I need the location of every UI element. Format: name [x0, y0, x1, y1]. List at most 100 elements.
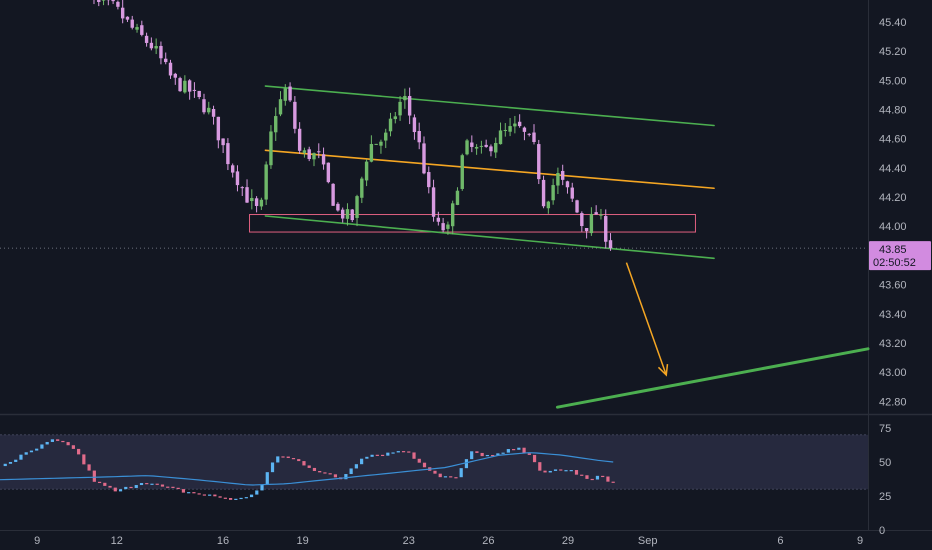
candle	[264, 161, 268, 205]
candle	[326, 162, 331, 184]
candle-body	[608, 240, 613, 249]
oscillator-bar	[323, 472, 327, 474]
candle	[379, 139, 383, 154]
candle-body	[446, 224, 450, 229]
candle	[532, 124, 536, 145]
price-badge-box	[869, 241, 931, 271]
candle	[317, 143, 321, 159]
candle-body	[345, 209, 350, 219]
candle-body	[269, 131, 273, 166]
candle	[97, 0, 101, 7]
candle	[240, 186, 244, 197]
oscillator-bar	[511, 449, 516, 451]
oscillator-bar	[475, 451, 479, 453]
upper-channel-line[interactable]	[264, 85, 715, 127]
oscillator-bar	[386, 452, 390, 456]
oscillator-bar	[464, 459, 469, 469]
candle-body	[479, 145, 484, 147]
candle-body	[374, 143, 378, 145]
candle	[245, 179, 249, 203]
candle	[93, 0, 95, 5]
support-zone-rectangle[interactable]	[249, 214, 696, 233]
candle-body	[288, 86, 292, 101]
candle-body	[388, 118, 393, 132]
price-axis-tick-label: 43.60	[879, 280, 907, 292]
projection-arrow-shaft[interactable]	[625, 262, 667, 376]
oscillator-axis[interactable]: 75 50 25 0	[879, 423, 891, 537]
price-axis-tick-label: 43.20	[879, 338, 907, 350]
candle	[183, 75, 187, 94]
candle-body	[207, 107, 211, 113]
oscillator-bar	[8, 461, 13, 464]
oscillator-bar	[360, 458, 364, 465]
price-axis-tick-label: 45.40	[879, 17, 907, 29]
lower-channel-line[interactable]	[264, 215, 715, 260]
oscillator-bar	[443, 476, 448, 478]
drawing-layer[interactable]	[0, 85, 868, 260]
time-axis-tick-label: 19	[296, 535, 308, 547]
projection-arrow-head[interactable]	[657, 364, 669, 377]
candle-body	[154, 46, 158, 49]
candle	[250, 189, 254, 210]
candle-body	[412, 117, 417, 133]
candle	[140, 20, 144, 37]
candle-body	[517, 121, 522, 127]
oscillator-bar	[470, 451, 474, 460]
target-trend-line[interactable]	[555, 347, 870, 409]
oscillator-bar	[365, 456, 369, 459]
candle	[417, 122, 421, 150]
candle	[269, 125, 273, 169]
candle-body	[283, 88, 287, 101]
candle	[331, 183, 335, 206]
oscillator-bar	[302, 461, 306, 466]
time-axis-tick-label: 26	[482, 535, 494, 547]
drawing-overlay-layer[interactable]	[555, 262, 870, 409]
oscillator-bar	[223, 497, 227, 499]
oscillator-bar	[559, 469, 563, 471]
candle	[235, 165, 240, 192]
price-axis[interactable]: 45.40 45.20 45.00 44.80 44.60 44.40 44.20 44.00…	[879, 17, 907, 408]
time-axis-tick-label: 29	[562, 535, 574, 547]
candle	[360, 176, 364, 204]
candle-body	[560, 170, 565, 180]
oscillator-bar	[585, 475, 589, 479]
candle-body	[513, 123, 517, 127]
candle-body	[364, 161, 369, 181]
candle-body	[556, 172, 560, 186]
oscillator-series	[0, 439, 615, 500]
candle-body	[197, 90, 201, 98]
candle	[173, 72, 177, 85]
time-axis-tick-label: 9	[857, 535, 863, 547]
candle	[460, 153, 464, 191]
oscillator-bar	[255, 490, 259, 495]
candle-body	[173, 73, 177, 78]
candle-body	[317, 151, 321, 153]
oscillator-bar	[449, 476, 453, 478]
candle	[537, 139, 541, 185]
time-axis[interactable]: 9 12 16 19 23 26 29 Sep 6 9	[34, 535, 863, 547]
oscillator-bar	[202, 494, 206, 496]
oscillator-bar	[590, 478, 594, 481]
oscillator-bar	[375, 454, 379, 456]
oscillator-bar	[349, 468, 353, 475]
oscillator-band-layer	[0, 434, 868, 490]
candle-body	[546, 201, 551, 209]
oscillator-moving-average	[0, 452, 614, 486]
candle	[116, 0, 120, 10]
mid-channel-line[interactable]	[264, 149, 715, 190]
candle	[101, 0, 106, 6]
candle-body	[474, 147, 479, 149]
candle	[474, 144, 479, 155]
price-badge-value: 43.85	[879, 244, 907, 256]
oscillator-bar	[29, 450, 34, 453]
oscillator-bar	[532, 454, 537, 463]
candle	[369, 135, 374, 163]
oscillator-bar	[208, 494, 212, 496]
candle	[283, 84, 287, 106]
candle-body	[403, 95, 407, 101]
candle-body	[250, 197, 254, 202]
oscillator-bar	[260, 484, 264, 491]
candle-body	[226, 143, 230, 165]
